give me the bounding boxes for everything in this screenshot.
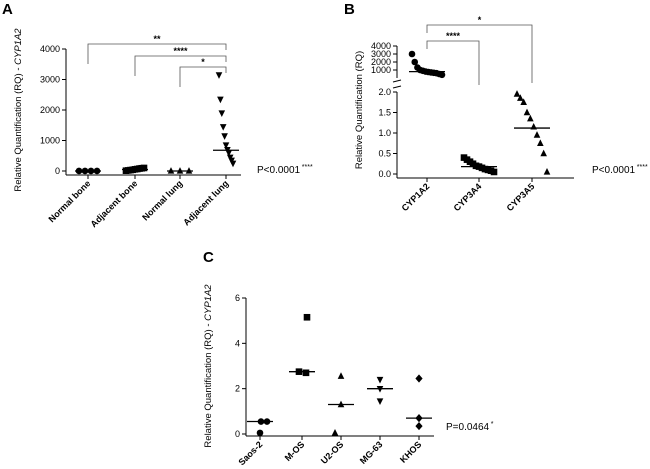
panel-b-category-label-2: CYP3A5 xyxy=(505,181,537,213)
panel-c-category-label-2: U2-OS xyxy=(319,439,346,466)
panel-a-category-label-0: Normal bone xyxy=(46,178,92,224)
panel-b-bracket-label-0: **** xyxy=(446,31,461,41)
panel-c-point-4-2 xyxy=(415,421,423,431)
panel-a-point-3-5 xyxy=(222,142,230,149)
panel-a-bracket-label-0: ** xyxy=(153,34,161,44)
panel-a-point-3-3 xyxy=(219,124,227,131)
panel-b-point-2-7 xyxy=(537,139,544,146)
panel-b-point-2-3 xyxy=(523,108,531,116)
panel-c-point-4-0 xyxy=(415,374,423,383)
panel-a-bracket-2 xyxy=(179,66,227,87)
panel-b-axis-break-upper xyxy=(392,79,402,83)
panel-c-ytick-label-2: 4 xyxy=(235,338,240,348)
panel-b-point-2-2 xyxy=(520,98,527,105)
panel-a-y-title: Relative Quantification (RQ) - CYP1A2 xyxy=(13,28,24,192)
panel-b-ytick-lower-label-1: 0.5 xyxy=(378,149,391,159)
panel-b-point-1-10 xyxy=(490,168,498,176)
panel-b-point-2-4 xyxy=(527,114,534,122)
panel-c-point-3-2 xyxy=(376,398,384,406)
panel-b-ytick-upper-label-3: 4000 xyxy=(371,41,391,51)
panel-c-point-1-2 xyxy=(302,369,310,377)
panel-c-point-2-0 xyxy=(337,372,345,379)
panel-b-category-label-0: CYP1A2 xyxy=(400,181,432,213)
panel-a-ytick-label-2: 2000 xyxy=(40,105,60,115)
panel-c-p-stars: * xyxy=(491,421,494,428)
panel-a-point-3-0 xyxy=(215,72,223,79)
panel-c-y-title: Relative Quantification (RQ) - CYP1A2 xyxy=(203,284,214,448)
panel-b-ytick-lower-label-3: 1.5 xyxy=(378,108,391,118)
panel-c-ytick-label-0: 0 xyxy=(235,429,240,439)
panel-a-bracket-label-2: * xyxy=(201,57,205,67)
panel-c-category-label-4: KHOS xyxy=(398,439,423,464)
panel-c-ytick-label-1: 2 xyxy=(235,384,240,394)
panel-a-point-3-10 xyxy=(229,160,237,168)
panel-b-ytick-upper-label-1: 2000 xyxy=(371,57,391,67)
panel-b-p-stars: **** xyxy=(637,164,648,171)
panel-a-p-value: P<0.0001 xyxy=(257,165,301,176)
panel-a-point-3-1 xyxy=(217,96,224,104)
panel-a-ytick-label-3: 3000 xyxy=(40,75,60,85)
panel-a-point-3-4 xyxy=(221,133,228,140)
panel-b-y-title: Relative Quantification (RQ) xyxy=(354,51,365,169)
panel-b-ytick-upper-label-0: 1000 xyxy=(371,65,391,75)
panel-b-axis-break-lower xyxy=(392,85,402,89)
panel-c-category-label-1: M-OS xyxy=(283,439,307,463)
panel-b-ytick-lower-label-0: 0.0 xyxy=(378,169,391,179)
panel-a-point-1-8 xyxy=(140,164,148,172)
panel-b-point-2-6 xyxy=(533,131,541,138)
panel-a-bracket-1 xyxy=(134,55,227,76)
panel-b-bracket-1 xyxy=(426,24,533,83)
panel-b-point-0-1 xyxy=(411,58,419,66)
panel-a-point-3-2 xyxy=(218,110,226,117)
panel-b-point-2-9 xyxy=(543,168,551,175)
panel-b-point-0-0 xyxy=(408,50,416,58)
panel-c-chart: 0 2 4 6 Saos-2 M-OS U2-OS MG-63 KHOS Relative Qua… xyxy=(203,284,494,468)
panel-a-point-3-7 xyxy=(225,150,233,157)
panel-b-point-0-11 xyxy=(438,71,446,79)
panel-a-p-stars: **** xyxy=(302,164,313,171)
panel-a-ytick-label-1: 1000 xyxy=(40,136,60,146)
panel-c-point-3-0 xyxy=(376,376,384,384)
panel-b-ytick-lower-label-4: 2.0 xyxy=(378,87,391,97)
panel-a-bracket-label-1: **** xyxy=(173,46,188,56)
panel-b-category-label-1: CYP3A4 xyxy=(452,181,484,213)
panel-b-bracket-0 xyxy=(426,40,480,85)
panel-c-ytick-label-3: 6 xyxy=(235,293,240,303)
panel-c-category-label-3: MG-63 xyxy=(358,439,385,466)
panel-c-category-label-0: Saos-2 xyxy=(236,439,264,467)
panel-letter-a: A xyxy=(2,1,13,18)
panel-b-point-2-0 xyxy=(513,90,521,97)
panel-b-bracket-label-1: * xyxy=(478,15,482,25)
panel-a-category-label-3: Adjacent lung xyxy=(181,178,230,227)
panel-a-ytick-label-4: 4000 xyxy=(40,44,60,54)
panel-c-p-value: P=0.0464 xyxy=(446,422,490,433)
panel-a-category-label-2: Normal lung xyxy=(140,178,184,222)
panel-b-p-value: P<0.0001 xyxy=(592,165,636,176)
panel-c-point-2-2 xyxy=(331,428,339,436)
panel-b-point-2-1 xyxy=(517,94,524,101)
panel-a-bracket-0 xyxy=(87,43,227,64)
panel-c-point-0-2 xyxy=(256,429,264,437)
panel-b-point-2-8 xyxy=(540,149,547,157)
panel-c-point-1-0 xyxy=(303,313,311,321)
panel-letter-c: C xyxy=(203,249,214,266)
panel-b-ytick-lower-label-2: 1.0 xyxy=(378,128,391,138)
panel-a-ytick-label-0: 0 xyxy=(55,166,60,176)
panel-b-ytick-upper-label-2: 3000 xyxy=(371,49,391,59)
panel-letter-b: B xyxy=(344,1,355,18)
panel-a-category-label-1: Adjacent bone xyxy=(88,178,139,229)
